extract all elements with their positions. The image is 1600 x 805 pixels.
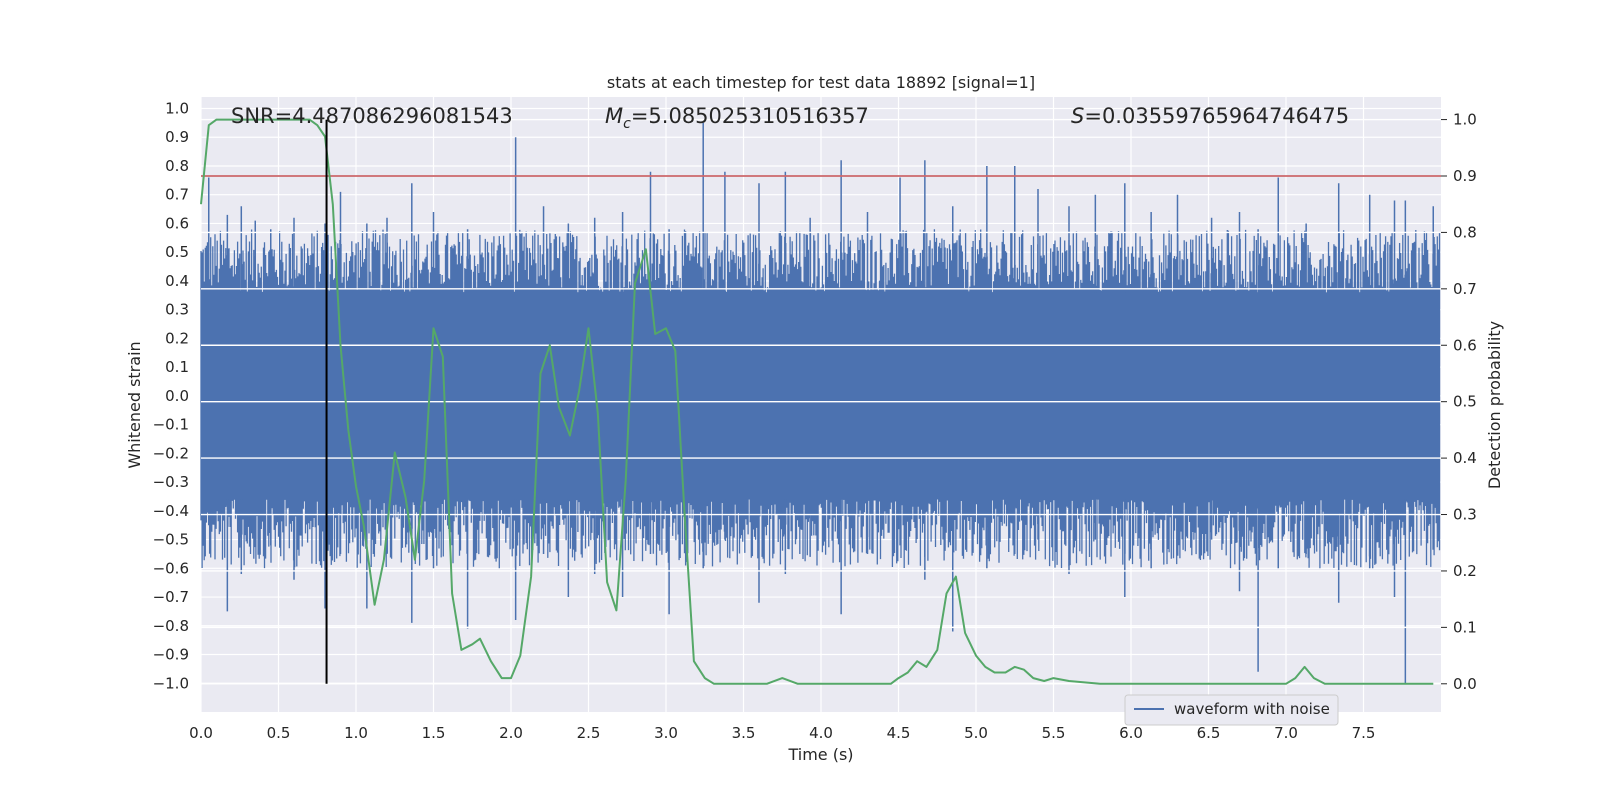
mc-annotation: Mc=5.085025310516357 <box>605 104 869 132</box>
y-tick-label: 0.7 <box>165 186 189 204</box>
legend-box <box>1124 694 1339 726</box>
y2-tick-label: 0.0 <box>1453 675 1477 693</box>
x-tick-label: 3.0 <box>654 724 678 742</box>
y-tick-label: 0.3 <box>165 301 189 319</box>
data-layer <box>200 122 1441 684</box>
y-tick-label: −1.0 <box>153 674 189 692</box>
y2-tick-label: 0.5 <box>1453 393 1477 411</box>
x-tick-label: 4.0 <box>809 724 833 742</box>
y-axis-label: Whitened strain <box>125 341 144 468</box>
x-tick-label: 2.0 <box>499 724 523 742</box>
y-tick-label: −0.1 <box>153 416 189 434</box>
x-tick-label: 7.0 <box>1274 724 1298 742</box>
y-tick-label: −0.2 <box>153 444 189 462</box>
mc-value: =5.085025310516357 <box>631 104 869 128</box>
y-tick-label: −0.7 <box>153 588 189 606</box>
x-tick-label: 5.5 <box>1042 724 1066 742</box>
y2-tick-label: 0.6 <box>1453 336 1477 354</box>
y-tick-label: −0.8 <box>153 617 189 635</box>
x-tick-label: 1.5 <box>422 724 446 742</box>
mc-subscript: c <box>623 116 631 132</box>
x-tick-label: 6.5 <box>1197 724 1221 742</box>
y-tick-label: 0.5 <box>165 243 189 261</box>
legend-entry: waveform with noise <box>1174 700 1330 718</box>
y-tick-label: 0.4 <box>165 272 189 290</box>
snr-annotation: SNR=4.487086296081543 <box>231 104 513 128</box>
x-tick-label: 6.0 <box>1119 724 1143 742</box>
s-annotation: S=0.03559765964746475 <box>1071 104 1349 128</box>
tick-layer: 0.0 0.5 1.0 1.5 2.0 2.5 3.0 3.5 4.0 4.5 5.0 5.5 6.0 6… <box>153 99 1477 742</box>
x-tick-label: 0.5 <box>267 724 291 742</box>
y2-axis-label: Detection probability <box>1485 321 1504 489</box>
y-tick-label: −0.6 <box>153 559 189 577</box>
y2-tick-label: 0.8 <box>1453 223 1477 241</box>
x-tick-label: 2.5 <box>577 724 601 742</box>
y-tick-label: 0.8 <box>165 157 189 175</box>
y-tick-label: −0.9 <box>153 646 189 664</box>
y-tick-label: 0.9 <box>165 128 189 146</box>
x-axis-label: Time (s) <box>787 745 853 764</box>
y-tick-label: −0.4 <box>153 502 189 520</box>
legend: waveform with noise <box>1124 694 1339 726</box>
y2-tick-label: 0.3 <box>1453 506 1477 524</box>
line-layer <box>200 118 1441 685</box>
y2-tick-label: 0.9 <box>1453 167 1477 185</box>
y2-tick-label: 0.7 <box>1453 280 1477 298</box>
s-value: =0.03559765964746475 <box>1084 104 1349 128</box>
y2-tick-label: 1.0 <box>1453 111 1477 129</box>
y-tick-label: 0.1 <box>165 358 189 376</box>
y-tick-label: 0.0 <box>165 387 189 405</box>
detection-probability-line <box>200 118 1434 685</box>
x-tick-label: 5.0 <box>964 724 988 742</box>
y-tick-label: 0.6 <box>165 214 189 232</box>
waveform-noise-band <box>201 292 1440 500</box>
y-tick-label: −0.3 <box>153 473 189 491</box>
x-tick-label: 3.5 <box>732 724 756 742</box>
y-tick-label: 0.2 <box>165 329 189 347</box>
x-tick-label: 4.5 <box>887 724 911 742</box>
y2-tick-label: 0.4 <box>1453 449 1477 467</box>
y-tick-label: 1.0 <box>165 99 189 117</box>
s-symbol: S <box>1071 104 1084 128</box>
y2-tick-label: 0.1 <box>1453 618 1477 636</box>
y2-tick-label: 0.2 <box>1453 562 1477 580</box>
chart-title: stats at each timestep for test data 188… <box>607 73 1035 92</box>
x-tick-label: 1.0 <box>344 724 368 742</box>
y-tick-label: −0.5 <box>153 531 189 549</box>
mc-symbol: M <box>605 104 623 128</box>
x-tick-label: 7.5 <box>1352 724 1376 742</box>
x-tick-label: 0.0 <box>189 724 213 742</box>
